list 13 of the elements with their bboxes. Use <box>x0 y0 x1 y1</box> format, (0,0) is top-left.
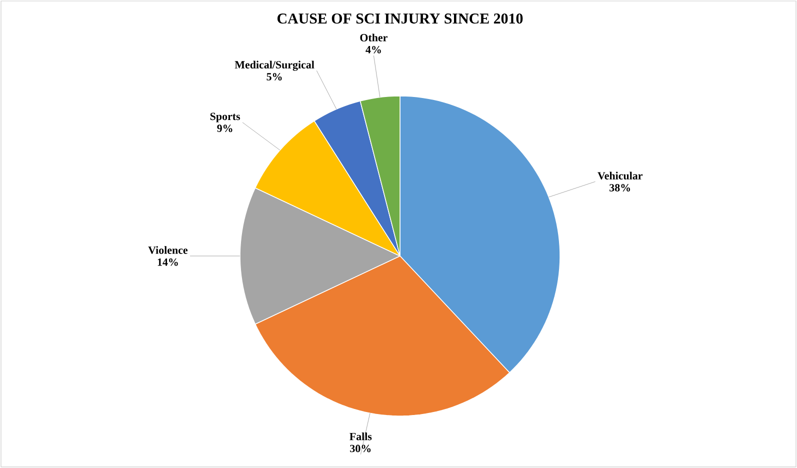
slice-label: Sports <box>210 112 240 122</box>
data-label: 9% <box>217 124 232 132</box>
data-label: 4% <box>366 46 381 54</box>
slice-label: Medical/Surgical <box>234 60 314 71</box>
chart-title: CAUSE OF SCI INJURY SINCE 2010 <box>277 14 523 24</box>
slice-label: Violence <box>148 246 188 254</box>
data-label: 38% <box>610 184 630 192</box>
slice-label: Vehicular <box>598 172 642 180</box>
data-label: 30% <box>350 444 371 452</box>
slice-label: Falls <box>350 432 372 440</box>
data-label: 14% <box>158 258 178 266</box>
data-label: 5% <box>266 73 282 80</box>
slice-label: Other <box>360 34 388 42</box>
